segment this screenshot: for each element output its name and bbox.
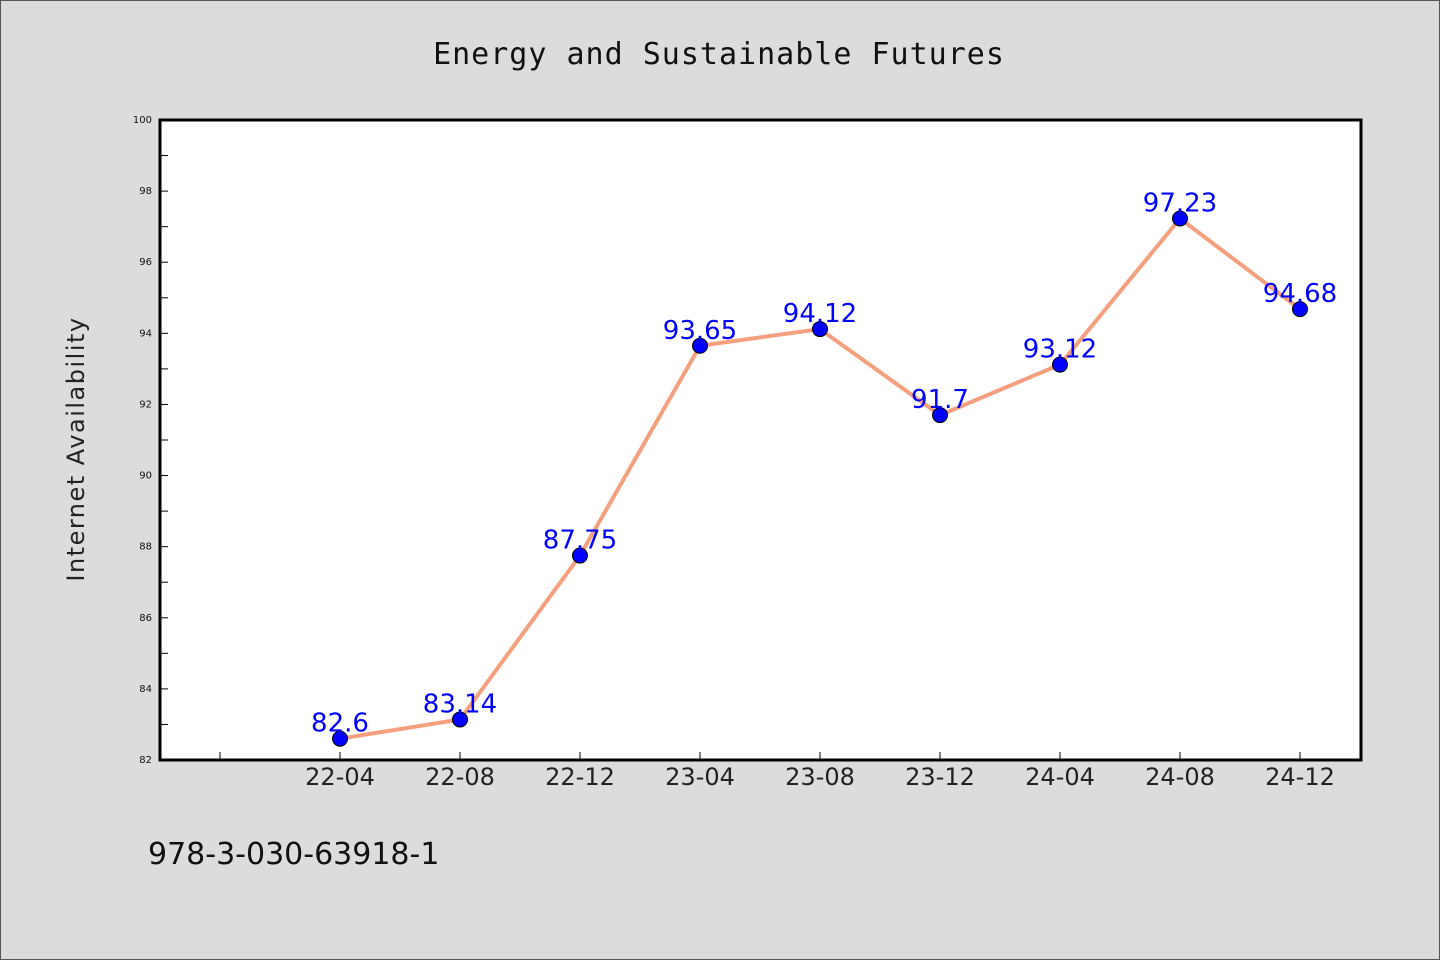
data-label: 93.65 [663, 316, 737, 346]
data-label: 87.75 [543, 526, 617, 556]
data-label: 82.6 [311, 709, 369, 739]
y-tick-label: 94 [139, 328, 152, 339]
y-tick-label: 98 [139, 186, 152, 197]
data-point-marker [932, 407, 948, 424]
x-axis: 22-04 22-08 22-12 23-04 23-08 23-12 24-04 24-08… [219, 752, 1335, 791]
x-tick-label: 24-08 [1145, 763, 1215, 791]
x-tick-label: 23-04 [665, 763, 735, 791]
data-point-marker [572, 547, 588, 564]
y-tick-label: 96 [139, 257, 152, 268]
series-line-group: 82.6 83.14 87.75 93.65 94.12 91.7 93.12 97.23 94… [311, 188, 1337, 747]
data-point-marker [812, 321, 828, 338]
y-tick-label: 100 [133, 115, 152, 126]
x-tick-label: 22-08 [425, 763, 495, 791]
y-axis-label: Internet Availability [62, 316, 90, 581]
data-point-marker [692, 337, 708, 354]
x-tick-label: 24-12 [1265, 763, 1335, 791]
chart-title: Energy and Sustainable Futures [433, 37, 1005, 72]
data-label: 83.14 [423, 689, 497, 719]
x-tick-label: 22-04 [305, 763, 375, 791]
y-tick-label: 90 [139, 471, 152, 482]
data-label: 93.12 [1023, 335, 1097, 365]
data-label: 94.68 [1263, 279, 1337, 309]
data-point-marker [1292, 301, 1308, 318]
data-point-marker [1052, 356, 1068, 373]
y-tick-label: 92 [139, 399, 152, 410]
y-tick-label: 88 [139, 542, 152, 553]
data-label: 91.7 [911, 385, 969, 415]
data-label: 94.12 [783, 299, 857, 329]
y-tick-label: 86 [139, 613, 152, 624]
data-point-marker [452, 711, 468, 728]
x-tick-label: 23-12 [905, 763, 975, 791]
y-tick-label: 82 [139, 755, 152, 766]
data-point-marker [1172, 210, 1188, 227]
x-tick-label: 24-04 [1025, 763, 1095, 791]
data-point-marker [332, 730, 348, 747]
x-tick-label: 23-08 [785, 763, 855, 791]
footer-isbn-text: 978-3-030-63918-1 [148, 837, 439, 872]
y-tick-label: 84 [139, 684, 152, 695]
x-tick-label: 22-12 [545, 763, 615, 791]
data-label: 97.23 [1143, 188, 1217, 218]
plot-area [158, 118, 1363, 762]
y-axis: 82 84 86 88 90 92 94 96 98 100 [133, 115, 168, 766]
